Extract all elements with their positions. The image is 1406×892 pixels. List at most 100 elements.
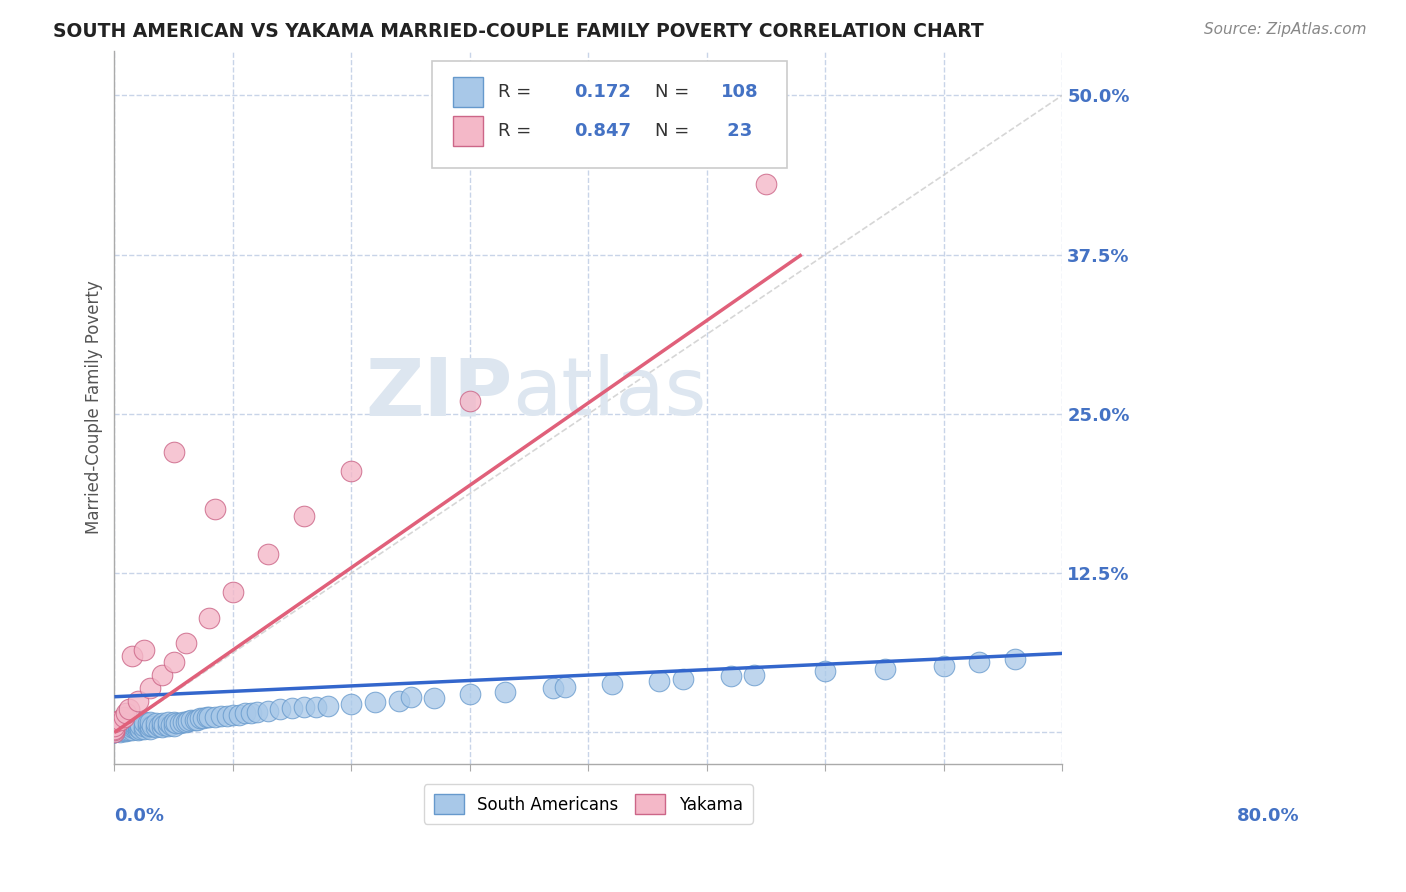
Point <box>103 719 125 733</box>
Bar <box>453 77 484 107</box>
Point <box>814 665 837 679</box>
Point <box>115 706 138 721</box>
Point <box>136 716 159 731</box>
Text: 108: 108 <box>721 83 759 101</box>
Point <box>110 713 132 727</box>
Point <box>103 722 125 736</box>
Point <box>742 668 765 682</box>
Point <box>215 709 238 723</box>
Text: 0.0%: 0.0% <box>114 807 165 825</box>
Point <box>117 720 139 734</box>
Point <box>233 706 256 721</box>
Point <box>103 725 125 739</box>
Point <box>110 720 132 734</box>
Point <box>103 725 125 739</box>
Text: N =: N = <box>655 83 695 101</box>
Point <box>150 716 173 731</box>
Point <box>110 725 132 739</box>
Point <box>494 684 516 698</box>
Point <box>316 698 339 713</box>
Text: 0.172: 0.172 <box>574 83 631 101</box>
Point <box>292 700 315 714</box>
Point <box>150 720 173 734</box>
Point <box>117 702 139 716</box>
Text: 0.847: 0.847 <box>574 122 631 140</box>
Point <box>873 662 896 676</box>
Point <box>115 723 138 737</box>
Point <box>127 693 149 707</box>
Point <box>121 648 143 663</box>
Text: N =: N = <box>655 122 695 140</box>
Point <box>110 722 132 736</box>
Point <box>103 722 125 736</box>
Point <box>103 723 125 737</box>
Point <box>136 720 159 734</box>
Point <box>246 705 269 719</box>
Point <box>127 715 149 730</box>
Point <box>103 715 125 730</box>
Point <box>110 716 132 731</box>
Point <box>103 719 125 733</box>
Point <box>172 715 194 730</box>
Point <box>198 611 221 625</box>
Text: Source: ZipAtlas.com: Source: ZipAtlas.com <box>1204 22 1367 37</box>
Point <box>132 719 155 733</box>
Point <box>145 716 167 731</box>
Point <box>163 445 186 459</box>
Point <box>281 701 304 715</box>
Text: ZIP: ZIP <box>366 354 513 433</box>
Text: atlas: atlas <box>513 354 707 433</box>
Point <box>222 585 245 599</box>
Point <box>127 718 149 732</box>
Point <box>340 698 363 712</box>
Point <box>103 722 125 736</box>
Point <box>148 719 170 733</box>
Legend: South Americans, Yakama: South Americans, Yakama <box>425 784 752 823</box>
Point <box>132 715 155 730</box>
Point <box>103 718 125 732</box>
Point <box>110 723 132 737</box>
Point <box>458 394 481 409</box>
Point <box>399 690 422 704</box>
Point <box>932 659 955 673</box>
Point <box>153 718 176 732</box>
Point <box>139 719 162 733</box>
Point <box>163 656 186 670</box>
Point <box>115 720 138 734</box>
Point <box>125 722 148 736</box>
Point <box>121 720 143 734</box>
Point <box>115 724 138 739</box>
Point <box>188 711 211 725</box>
Point <box>139 715 162 730</box>
Point <box>257 704 280 718</box>
Point <box>969 656 991 670</box>
Point <box>121 723 143 737</box>
Point <box>755 178 778 192</box>
Point <box>193 711 215 725</box>
Point <box>115 716 138 731</box>
Point <box>132 642 155 657</box>
Point <box>127 720 149 734</box>
Point <box>110 718 132 732</box>
Point <box>139 681 162 695</box>
Point <box>195 710 218 724</box>
Point <box>117 723 139 737</box>
Text: R =: R = <box>498 122 537 140</box>
Point <box>103 723 125 737</box>
Point <box>103 719 125 733</box>
Text: R =: R = <box>498 83 537 101</box>
Point <box>112 722 135 736</box>
Point <box>648 674 671 689</box>
Point <box>115 719 138 733</box>
Point <box>222 707 245 722</box>
Point <box>150 668 173 682</box>
Point <box>103 725 125 739</box>
Point <box>156 715 179 730</box>
Point <box>163 719 186 733</box>
Point <box>720 669 742 683</box>
Point <box>141 719 163 733</box>
Point <box>103 720 125 734</box>
Point <box>121 718 143 732</box>
Point <box>198 710 221 724</box>
Point <box>1004 651 1026 665</box>
